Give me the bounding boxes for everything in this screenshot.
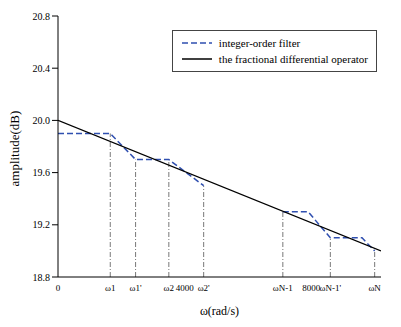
html-text:integer-order filter: integer-order filter xyxy=(218,37,301,49)
svg-text:ω2: ω2 xyxy=(164,283,174,293)
svg-text:ωN: ωN xyxy=(368,283,381,293)
svg-text:amplitude(dB): amplitude(dB) xyxy=(8,111,22,187)
svg-text:19.2: 19.2 xyxy=(33,219,51,230)
svg-text:20.4: 20.4 xyxy=(33,63,51,74)
svg-text:ωN-1: ωN-1 xyxy=(273,283,293,293)
svg-text:0: 0 xyxy=(56,283,61,293)
svg-text:ω(rad/s): ω(rad/s) xyxy=(200,304,239,318)
svg-text:18.8: 18.8 xyxy=(33,272,51,283)
html-text:the fractional differential op: the fractional differential operator xyxy=(218,53,368,65)
svg-text:20.8: 20.8 xyxy=(33,11,51,22)
svg-text:19.6: 19.6 xyxy=(33,167,51,178)
svg-text:ωN-1': ωN-1' xyxy=(320,283,342,293)
svg-text:ω2': ω2' xyxy=(198,283,210,293)
svg-text:8000: 8000 xyxy=(302,283,321,293)
svg-text:20.0: 20.0 xyxy=(33,115,51,126)
svg-text:ω1': ω1' xyxy=(130,283,142,293)
svg-text:4000: 4000 xyxy=(176,283,195,293)
svg-text:ω1: ω1 xyxy=(105,283,115,293)
